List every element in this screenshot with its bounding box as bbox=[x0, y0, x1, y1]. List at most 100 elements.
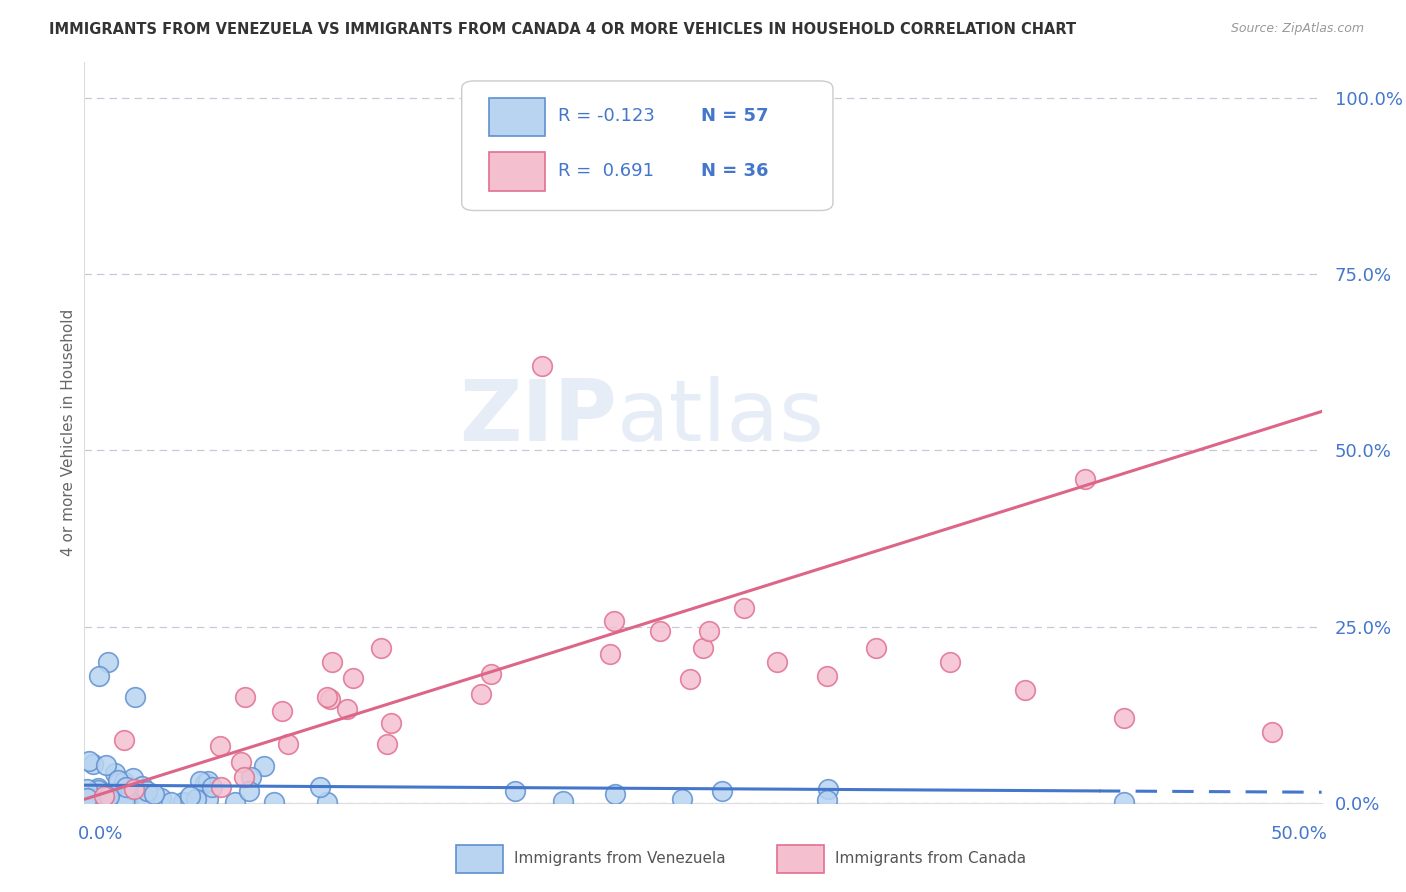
Point bbox=[692, 640, 714, 655]
Point bbox=[321, 655, 343, 669]
Point bbox=[120, 781, 142, 796]
Point bbox=[112, 775, 135, 789]
Point bbox=[263, 795, 285, 809]
Point bbox=[233, 690, 256, 704]
Point bbox=[87, 669, 110, 683]
Point bbox=[470, 686, 492, 700]
Point bbox=[160, 795, 183, 809]
Point bbox=[124, 793, 146, 807]
Point bbox=[76, 795, 98, 809]
Point bbox=[710, 784, 733, 798]
Point bbox=[865, 640, 887, 655]
Point bbox=[122, 771, 145, 785]
Point bbox=[224, 795, 246, 809]
Text: Source: ZipAtlas.com: Source: ZipAtlas.com bbox=[1230, 22, 1364, 36]
Text: 0.0%: 0.0% bbox=[79, 825, 124, 843]
Point bbox=[1074, 472, 1097, 486]
Point bbox=[599, 647, 621, 661]
FancyBboxPatch shape bbox=[489, 98, 544, 136]
Point bbox=[197, 792, 219, 806]
Point bbox=[97, 655, 120, 669]
FancyBboxPatch shape bbox=[778, 845, 824, 873]
Point bbox=[233, 770, 256, 784]
Text: atlas: atlas bbox=[616, 376, 824, 459]
Point bbox=[134, 795, 156, 809]
Point bbox=[766, 655, 789, 669]
Point bbox=[172, 795, 194, 809]
Point bbox=[122, 781, 145, 796]
Point bbox=[76, 790, 98, 805]
Point bbox=[815, 793, 838, 807]
Point bbox=[179, 789, 201, 804]
Point bbox=[112, 795, 135, 809]
Point bbox=[1112, 711, 1135, 725]
Point bbox=[271, 704, 294, 718]
Point bbox=[87, 780, 110, 795]
Y-axis label: 4 or more Vehicles in Household: 4 or more Vehicles in Household bbox=[60, 309, 76, 557]
Point bbox=[114, 780, 136, 794]
Point bbox=[111, 795, 134, 809]
Point bbox=[1112, 795, 1135, 809]
Point bbox=[121, 780, 143, 795]
Point bbox=[697, 624, 720, 639]
Point bbox=[375, 737, 398, 751]
Point bbox=[229, 755, 252, 769]
Point bbox=[1014, 683, 1036, 698]
Point bbox=[815, 669, 838, 683]
Point bbox=[188, 773, 211, 788]
Point bbox=[939, 655, 962, 669]
Point bbox=[104, 766, 127, 780]
Point bbox=[648, 624, 671, 638]
Point bbox=[107, 772, 129, 787]
Point bbox=[136, 784, 159, 798]
Point bbox=[309, 780, 332, 794]
Point bbox=[93, 789, 115, 803]
Point bbox=[149, 791, 172, 805]
Point bbox=[209, 780, 232, 794]
Text: 50.0%: 50.0% bbox=[1271, 825, 1327, 843]
Text: Immigrants from Canada: Immigrants from Canada bbox=[835, 851, 1026, 866]
FancyBboxPatch shape bbox=[461, 81, 832, 211]
Point bbox=[336, 702, 359, 716]
Point bbox=[503, 784, 526, 798]
Point bbox=[115, 795, 138, 809]
Point bbox=[605, 787, 627, 801]
Point bbox=[316, 795, 339, 809]
Point bbox=[98, 789, 121, 803]
Point bbox=[80, 789, 103, 803]
Point bbox=[531, 359, 554, 373]
Point bbox=[80, 791, 103, 805]
Point bbox=[194, 775, 217, 789]
Point bbox=[479, 666, 502, 681]
Point bbox=[553, 794, 575, 808]
Text: IMMIGRANTS FROM VENEZUELA VS IMMIGRANTS FROM CANADA 4 OR MORE VEHICLES IN HOUSEH: IMMIGRANTS FROM VENEZUELA VS IMMIGRANTS … bbox=[49, 22, 1077, 37]
Point bbox=[277, 737, 299, 751]
Text: N = 36: N = 36 bbox=[700, 162, 768, 180]
FancyBboxPatch shape bbox=[456, 845, 502, 873]
Point bbox=[184, 792, 207, 806]
Text: N = 57: N = 57 bbox=[700, 108, 768, 126]
Point bbox=[76, 782, 98, 797]
Point bbox=[671, 792, 693, 806]
Text: R = -0.123: R = -0.123 bbox=[558, 108, 655, 126]
Point bbox=[679, 672, 702, 686]
Point bbox=[131, 779, 153, 793]
Point bbox=[114, 733, 136, 747]
Point bbox=[86, 783, 108, 797]
Point bbox=[124, 690, 146, 704]
Point bbox=[77, 754, 100, 768]
Point bbox=[319, 691, 342, 706]
Point bbox=[239, 770, 262, 784]
Point bbox=[602, 614, 624, 628]
Point bbox=[135, 791, 157, 805]
Point bbox=[817, 781, 839, 796]
Text: R =  0.691: R = 0.691 bbox=[558, 162, 654, 180]
Point bbox=[201, 780, 224, 794]
Point bbox=[380, 716, 402, 731]
Text: ZIP: ZIP bbox=[458, 376, 616, 459]
Point bbox=[197, 773, 219, 788]
Point bbox=[142, 787, 165, 801]
FancyBboxPatch shape bbox=[489, 152, 544, 191]
Point bbox=[316, 690, 339, 705]
Point bbox=[238, 784, 260, 798]
